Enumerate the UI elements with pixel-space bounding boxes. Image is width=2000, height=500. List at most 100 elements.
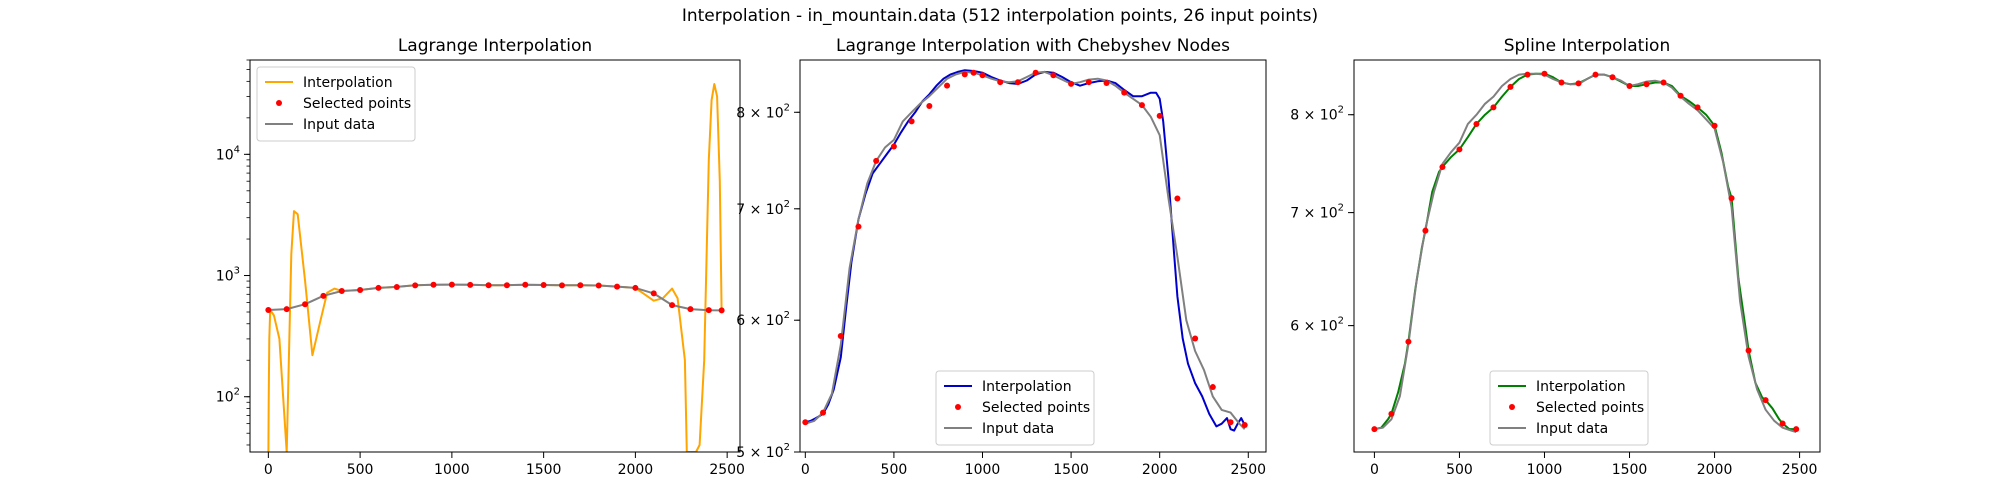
legend-label: Interpolation (303, 75, 393, 91)
legend-label: Selected points (982, 400, 1090, 416)
selected-point (944, 82, 951, 89)
legend-box (935, 370, 1095, 446)
axes-frame (799, 59, 1267, 453)
selected-point (430, 281, 437, 288)
y-tick-label: 103 (216, 266, 240, 285)
selected-point (1473, 120, 1480, 127)
selected-point (1032, 69, 1039, 76)
selected-point (1575, 80, 1582, 87)
selected-point (540, 282, 547, 289)
selected-point (1762, 397, 1769, 404)
plot-area (1371, 70, 1800, 433)
selected-point (485, 282, 492, 289)
selected-point (412, 282, 419, 289)
figure-suptitle: Interpolation - in_mountain.data (512 in… (681, 6, 1319, 26)
selected-point (855, 223, 862, 230)
x-tick-label: 1000 (1527, 462, 1563, 478)
selected-point (979, 72, 986, 79)
selected-point (687, 306, 694, 313)
legend-swatch-selected (955, 404, 961, 410)
selected-point (1192, 335, 1199, 342)
selected-point (926, 102, 933, 109)
y-tick-label: 102 (216, 387, 240, 406)
selected-point (650, 290, 657, 297)
selected-point (1456, 146, 1463, 153)
selected-point (1558, 79, 1565, 86)
selected-point (1643, 81, 1650, 88)
x-tick-label: 1500 (526, 462, 562, 478)
x-tick-label: 2000 (1142, 462, 1178, 478)
legend-label: Selected points (303, 96, 411, 112)
selected-point (1524, 71, 1531, 78)
selected-point (1371, 426, 1378, 433)
selected-point (669, 302, 676, 309)
selected-point (1241, 422, 1248, 429)
y-tick-label: 6 × 102 (736, 310, 790, 329)
selected-point (1711, 122, 1718, 129)
legend-box (256, 66, 416, 142)
x-tick-label: 0 (801, 462, 810, 478)
selected-point (1490, 104, 1497, 111)
chart-panel-2: Lagrange Interpolation with Chebyshev No… (736, 36, 1267, 478)
selected-point (1156, 112, 1163, 119)
y-tick-label: 6 × 102 (1290, 316, 1344, 335)
x-tick-label: 500 (881, 462, 908, 478)
selected-point (1405, 338, 1412, 345)
selected-point (320, 292, 327, 299)
selected-point (1677, 92, 1684, 99)
chart-title: Lagrange Interpolation (398, 36, 592, 56)
selected-point (961, 71, 968, 78)
selected-point (802, 419, 809, 426)
selected-point (1068, 80, 1075, 87)
selected-point (970, 69, 977, 76)
x-tick-label: 0 (1370, 462, 1379, 478)
selected-point (1793, 426, 1800, 433)
selected-point (1626, 82, 1633, 89)
selected-point (1014, 79, 1021, 86)
legend-label: Interpolation (982, 379, 1072, 395)
series-input-data (804, 70, 1246, 430)
x-tick-label: 0 (264, 462, 273, 478)
y-tick-label: 5 × 102 (736, 442, 790, 461)
x-tick-label: 2000 (618, 462, 654, 478)
x-tick-label: 1500 (1612, 462, 1648, 478)
selected-point (357, 286, 364, 293)
selected-point (1227, 419, 1234, 426)
y-tick-label: 7 × 102 (1290, 203, 1344, 222)
selected-point (448, 281, 455, 288)
selected-point (393, 283, 400, 290)
selected-point (1138, 102, 1145, 109)
selected-point (375, 284, 382, 291)
selected-point (614, 283, 621, 290)
selected-point (908, 118, 915, 125)
selected-point (632, 284, 639, 291)
selected-point (1103, 80, 1110, 87)
x-tick-label: 2500 (1230, 462, 1266, 478)
selected-point (1507, 83, 1514, 90)
plot-area (802, 69, 1248, 432)
chart-title: Spline Interpolation (1504, 36, 1670, 56)
selected-point (1541, 70, 1548, 77)
axes-frame (249, 59, 741, 453)
series-input-data (268, 283, 722, 312)
x-tick-label: 1500 (1053, 462, 1089, 478)
selected-point (1592, 71, 1599, 78)
selected-point (1050, 72, 1057, 79)
x-tick-label: 2500 (1782, 462, 1818, 478)
selected-point (558, 282, 565, 289)
selected-point (577, 282, 584, 289)
selected-point (595, 282, 602, 289)
plot-area (265, 83, 725, 452)
selected-point (503, 282, 510, 289)
selected-point (1209, 384, 1216, 391)
selected-point (338, 288, 345, 295)
selected-point (705, 307, 712, 314)
selected-point (1694, 104, 1701, 111)
selected-point (1174, 195, 1181, 202)
legend: Interpolation Selected points Input data (935, 370, 1095, 446)
x-tick-label: 1000 (965, 462, 1001, 478)
legend-swatch-selected (1509, 404, 1515, 410)
x-tick-label: 500 (1446, 462, 1473, 478)
